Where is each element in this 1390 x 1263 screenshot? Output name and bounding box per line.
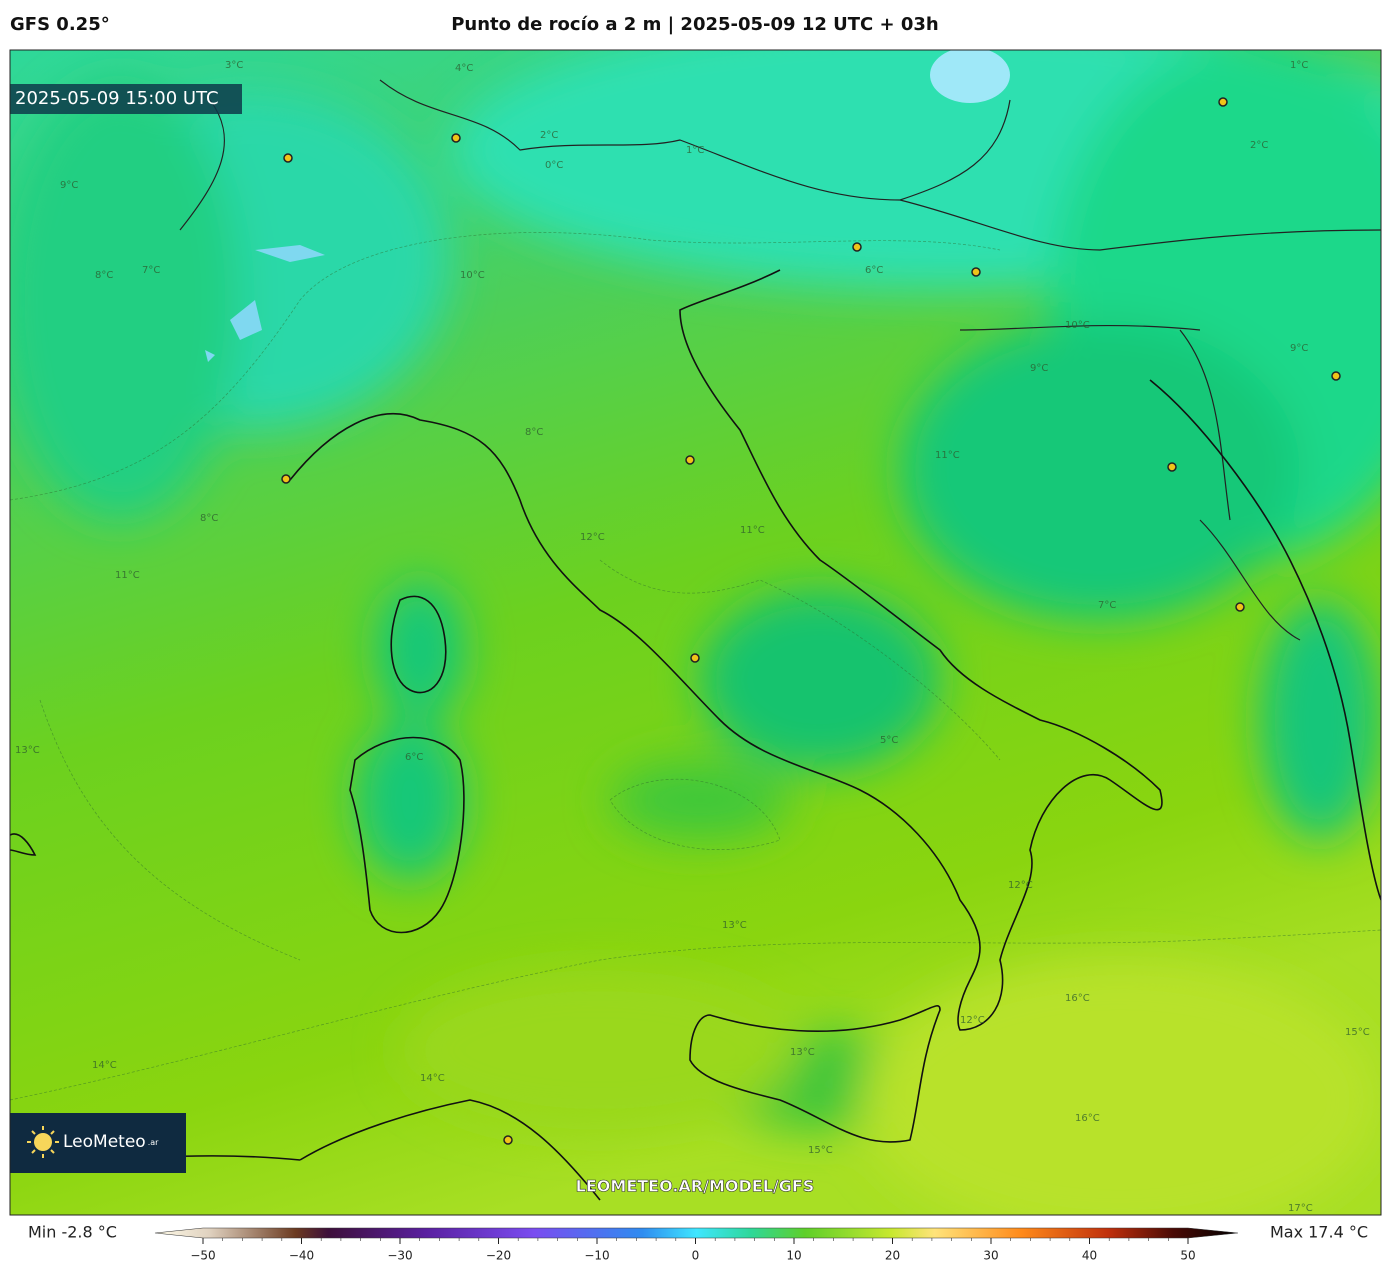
contour-label: 11°C (115, 570, 140, 581)
time-box (10, 84, 242, 114)
logo-suffix: .ar (148, 1138, 159, 1147)
coastlines (10, 269, 1381, 1201)
contour-label: 7°C (142, 265, 160, 276)
contour-label: 10°C (460, 270, 485, 281)
cold-spot (205, 245, 325, 362)
contour-label: 8°C (200, 513, 218, 524)
contour-label: 14°C (420, 1073, 445, 1084)
field-shading (10, 50, 1381, 1215)
map-area: 3°C 4°C 2°C 1°C 0°C 10°C 9°C 8°C 7°C 6°C… (10, 50, 1381, 1215)
min-label: Min -2.8 °C (28, 1223, 117, 1242)
colorbar (154, 1227, 1239, 1239)
colorbar-tick-label: −50 (190, 1249, 215, 1263)
colorbar-tick-label: −10 (584, 1249, 609, 1263)
contour-label: 2°C (1250, 140, 1268, 151)
colorbar-tick-label: −20 (486, 1249, 511, 1263)
contour-label: 15°C (1345, 1027, 1370, 1038)
contour-label: 11°C (740, 525, 765, 536)
contour-label: 12°C (580, 532, 605, 543)
contour-label: 16°C (1075, 1113, 1100, 1124)
colorbar-tick-label: −40 (289, 1249, 314, 1263)
contour-label: 6°C (865, 265, 883, 276)
contour-label: 7°C (1098, 600, 1116, 611)
contour-labels: 3°C 4°C 2°C 1°C 0°C 10°C 9°C 8°C 7°C 6°C… (15, 60, 1370, 1214)
colorbar-tick-label: −30 (387, 1249, 412, 1263)
logo-rays (27, 1126, 59, 1158)
colorbar-tick-label: 50 (1180, 1249, 1195, 1263)
contour-label: 4°C (455, 63, 473, 74)
borders (179, 79, 1381, 641)
contour-label: 13°C (722, 920, 747, 931)
colorbar-tick-label: 0 (692, 1249, 700, 1263)
contour-label: 8°C (525, 427, 543, 438)
colorbar-tick-label: 30 (983, 1249, 998, 1263)
contour-label: 9°C (1290, 343, 1308, 354)
cities (281, 97, 1341, 1145)
contour-label: 9°C (60, 180, 78, 191)
contour-label: 1°C (1290, 60, 1308, 71)
contour-label: 16°C (1065, 993, 1090, 1004)
contours (10, 232, 1381, 1101)
contour-label: 13°C (15, 745, 40, 756)
contour-label: 15°C (808, 1145, 833, 1156)
contour-label: 5°C (880, 735, 898, 746)
contour-label: 17°C (1288, 1203, 1313, 1214)
contour-label: 13°C (790, 1047, 815, 1058)
map-frame (9, 49, 1382, 1216)
max-label: Max 17.4 °C (1270, 1223, 1368, 1242)
contour-label: 8°C (95, 270, 113, 281)
contour-label: 1°C (686, 145, 704, 156)
contour-label: 3°C (225, 60, 243, 71)
logo-text: LeoMeteo .ar (63, 1132, 159, 1152)
colorbar-tick-label: 40 (1082, 1249, 1097, 1263)
watermark: LEOMETEO.AR/MODEL/GFS (576, 1177, 815, 1196)
colorbar-tick-label: 20 (885, 1249, 900, 1263)
contour-label: 11°C (935, 450, 960, 461)
contour-label: 12°C (1008, 880, 1033, 891)
model-name: GFS 0.25° (10, 14, 110, 35)
valid-time: 2025-05-09 15:00 UTC (15, 88, 219, 109)
logo-name: LeoMeteo (63, 1132, 146, 1152)
contour-label: 10°C (1065, 320, 1090, 331)
contour-label: 2°C (540, 130, 558, 141)
colorbar-tick-label: 10 (786, 1249, 801, 1263)
contour-label: 14°C (92, 1060, 117, 1071)
contour-label: 9°C (1030, 363, 1048, 374)
colorbar-ticks: −50 −40 −30 −20 −10 0 10 20 30 40 50 (190, 1238, 1196, 1263)
cold-spot (930, 50, 1010, 103)
contour-label: 6°C (405, 752, 423, 763)
contour-label: 12°C (960, 1015, 985, 1026)
contour-label: 0°C (545, 160, 563, 171)
map-title: Punto de rocío a 2 m | 2025-05-09 12 UTC… (451, 14, 939, 35)
logo-sun (34, 1133, 52, 1151)
